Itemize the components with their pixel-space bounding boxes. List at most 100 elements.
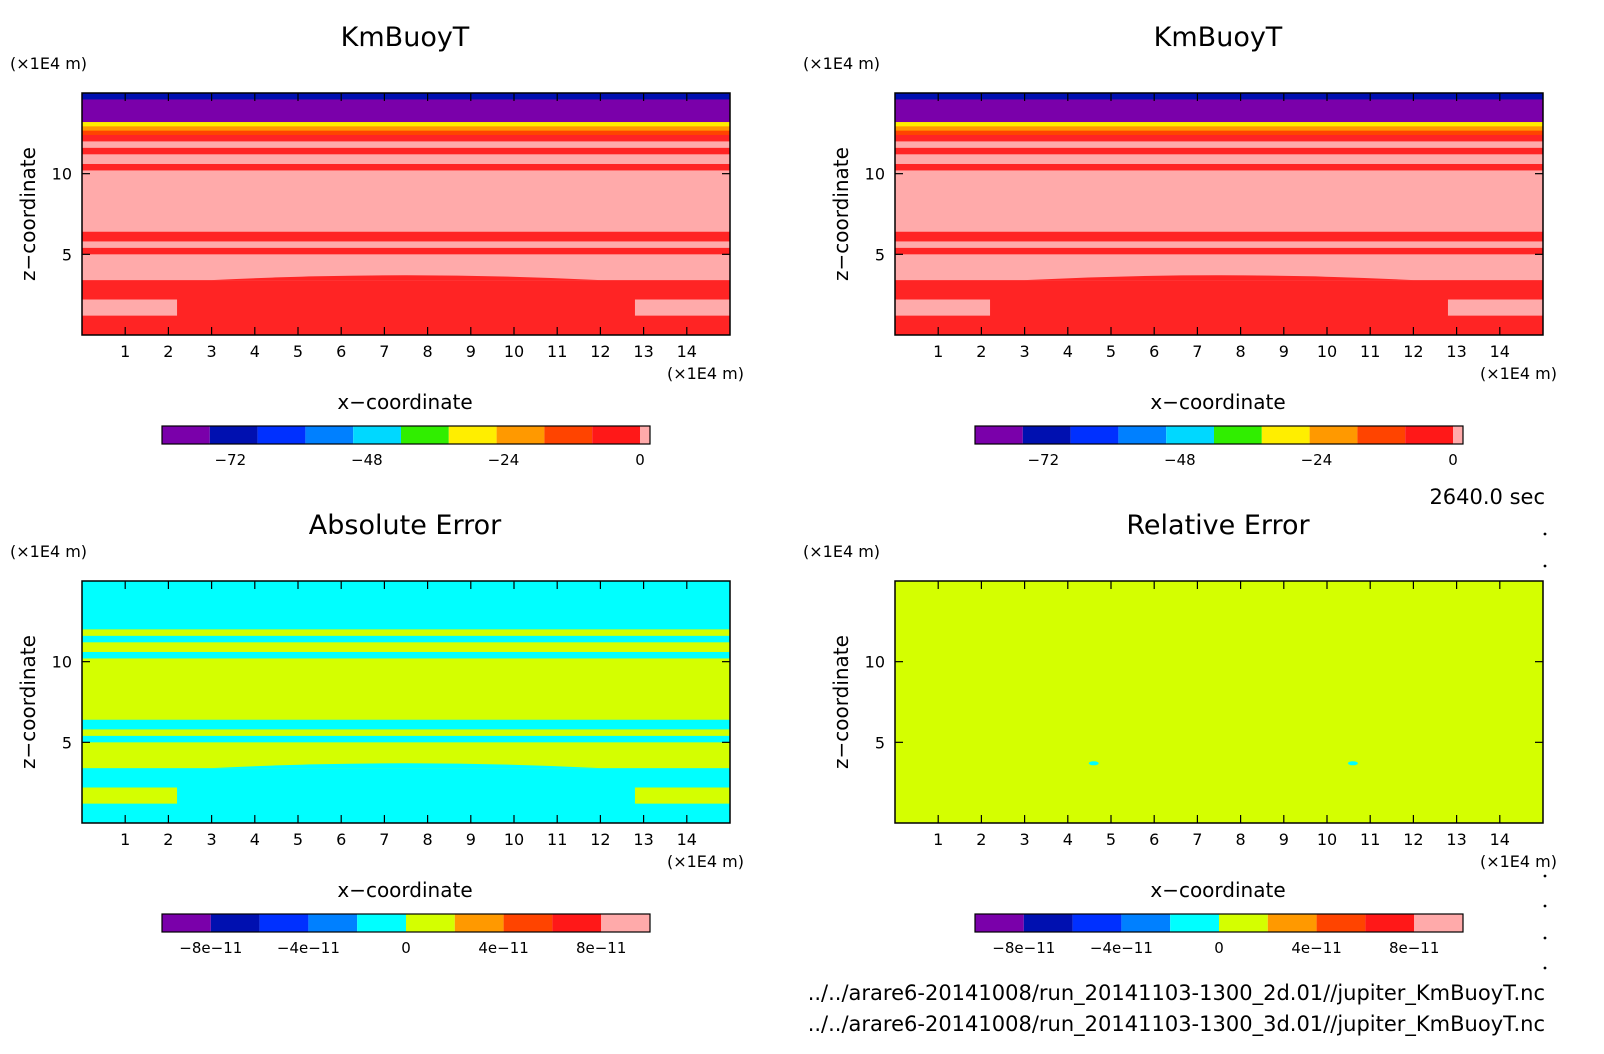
x-tick-label: 7 (379, 830, 389, 849)
y-tick-label: 10 (52, 653, 72, 672)
colorbar-swatch (1023, 914, 1073, 932)
y-tick-label: 5 (62, 733, 72, 752)
contour-band (82, 141, 730, 149)
contour-band (82, 299, 178, 316)
contour-band (895, 134, 1543, 142)
contour-band (895, 126, 1543, 132)
colorbar-tick-label: −48 (351, 451, 383, 469)
x-tick-label: 4 (250, 342, 260, 361)
colorbar-tick-label: 0 (1214, 939, 1224, 957)
contour-band (895, 147, 1543, 155)
contour-band (895, 241, 1543, 249)
colorbar-swatch (1118, 426, 1167, 444)
colorbar-tick-label: −72 (214, 451, 246, 469)
file-path-3d: ../../arare6-20141008/run_20141103-1300_… (808, 1012, 1545, 1037)
x-axis-label: x−coordinate (337, 390, 472, 414)
contour-band (82, 658, 730, 721)
colorbar-tick-label: −8e−11 (179, 939, 242, 957)
x-unit-label: (×1E4 m) (1480, 852, 1557, 871)
contour-band (895, 170, 1543, 233)
colorbar: −8e−11 −4e−11 0 4e−11 8e−11 (974, 913, 1464, 957)
panel-absolute-error: Absolute Error (×1E4 m) 1 2 3 4 5 6 7 8 9 10 11 12 1… (10, 510, 744, 957)
x-tick-label: 7 (379, 342, 389, 361)
contour-band (82, 735, 730, 743)
x-tick-label: 12 (590, 342, 610, 361)
colorbar-tick-label: 4e−11 (478, 939, 528, 957)
y-tick-label: 10 (865, 165, 885, 184)
colorbar-frame (974, 425, 1464, 445)
contour-band (895, 93, 1543, 100)
contour-band (895, 163, 1543, 171)
colorbar-frame (161, 425, 651, 445)
x-tick-label: 3 (207, 342, 217, 361)
contour-band (82, 163, 730, 171)
colorbar-tick-label: −24 (488, 451, 520, 469)
x-tick-label: 5 (293, 830, 303, 849)
y-axis-label: z−coordinate (16, 635, 40, 769)
colorbar-swatch (353, 426, 401, 444)
plot-frame (81, 580, 731, 824)
x-tick-label: 14 (1490, 342, 1510, 361)
colorbar-swatch (259, 914, 309, 932)
colorbar-tick-label: −8e−11 (992, 939, 1055, 957)
colorbar-swatch (357, 914, 406, 932)
colorbar-swatch (209, 426, 258, 444)
y-axis-label: z−coordinate (829, 147, 853, 281)
x-tick-label: 4 (1063, 342, 1073, 361)
colorbar-swatch (1170, 914, 1219, 932)
y-unit-label: (×1E4 m) (803, 54, 880, 73)
contour-band (82, 126, 730, 132)
x-tick-label: 11 (547, 830, 567, 849)
x-tick-label: 3 (1020, 830, 1030, 849)
contour-band (211, 275, 601, 281)
contour-band (1447, 299, 1543, 316)
y-unit-label: (×1E4 m) (10, 542, 87, 561)
plot-frame (894, 92, 1544, 336)
colorbar-swatch (1365, 914, 1415, 932)
contour-speck (1088, 761, 1099, 766)
colorbar-swatch (1357, 426, 1406, 444)
y-axis-label: z−coordinate (16, 147, 40, 281)
contour-band (82, 719, 730, 730)
x-unit-label: (×1E4 m) (667, 364, 744, 383)
x-tick-label: 14 (1490, 830, 1510, 849)
colorbar: −72 −48 −24 0 (974, 425, 1464, 469)
contour-band (82, 651, 730, 659)
colorbar-swatch (640, 426, 650, 444)
x-tick-label: 13 (1446, 830, 1466, 849)
colorbar-swatch (1405, 426, 1453, 444)
x-tick-label: 11 (1360, 830, 1380, 849)
x-tick-label: 10 (504, 342, 524, 361)
contour-band (211, 763, 601, 769)
colorbar-swatch (1022, 426, 1071, 444)
x-tick-label: 2 (976, 830, 986, 849)
contour-band (82, 241, 730, 249)
contour-band (634, 787, 730, 804)
colorbar-swatch (1070, 426, 1119, 444)
colorbar-tick-label: −72 (1027, 451, 1059, 469)
x-axis-label: x−coordinate (337, 878, 472, 902)
contour-band (895, 154, 1543, 165)
colorbar-swatch (1316, 914, 1366, 932)
margin-dots (1543, 532, 1547, 970)
contour-band (634, 299, 730, 316)
contour-band (82, 93, 730, 100)
colorbar-swatch (544, 426, 593, 444)
contour-band (895, 581, 1543, 824)
x-tick-label: 9 (1279, 342, 1289, 361)
contour-band (895, 99, 1543, 123)
colorbar-tick-label: −24 (1301, 451, 1333, 469)
colorbar-swatch (406, 914, 455, 932)
x-tick-label: 13 (633, 830, 653, 849)
x-tick-label: 5 (1106, 830, 1116, 849)
colorbar-swatch (1414, 914, 1463, 932)
plot-frame (81, 92, 731, 336)
colorbar-swatch (401, 426, 449, 444)
contour-band (82, 787, 178, 804)
contour-band (82, 231, 730, 242)
x-tick-label: 4 (250, 830, 260, 849)
x-tick-label: 2 (163, 342, 173, 361)
contour-band (895, 130, 1543, 136)
contour-band (895, 141, 1543, 149)
